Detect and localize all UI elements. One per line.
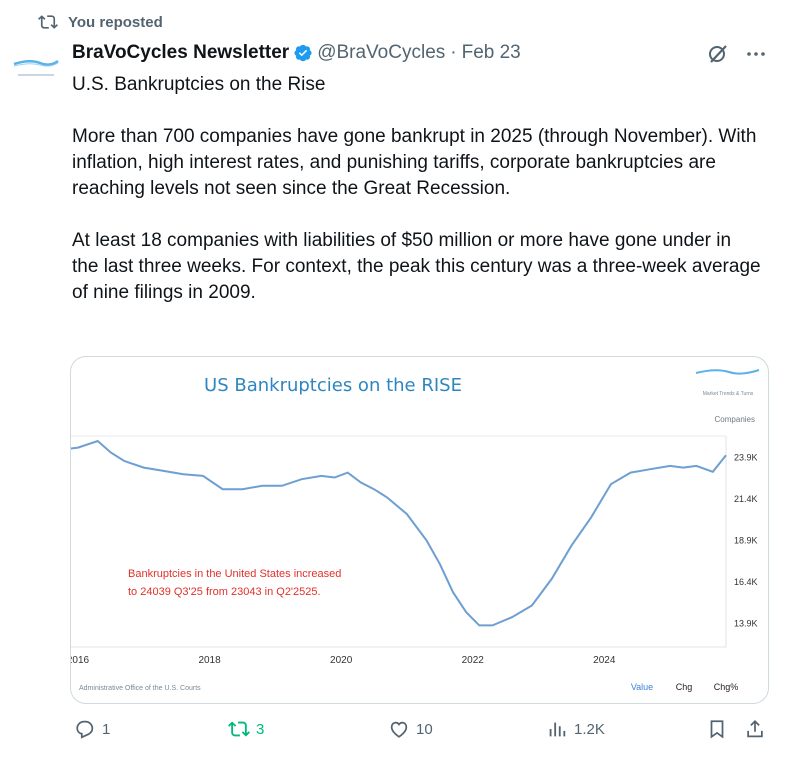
- grok-icon[interactable]: [706, 42, 730, 66]
- heart-icon: [390, 721, 408, 738]
- x-tick-label: 2016: [71, 655, 90, 666]
- avatar[interactable]: [10, 44, 62, 96]
- bankruptcy-chart: US Bankruptcies on the RISE Market Trend…: [71, 369, 760, 692]
- post-body: U.S. Bankruptcies on the Rise More than …: [72, 72, 762, 332]
- tab-chg[interactable]: Chg: [676, 682, 693, 692]
- repost-button[interactable]: 3: [228, 718, 264, 740]
- share-icon: [747, 719, 763, 738]
- chart-image-card[interactable]: US Bankruptcies on the RISE Market Trend…: [70, 356, 769, 704]
- separator-dot: ·: [450, 42, 457, 63]
- chart-source: Administrative Office of the U.S. Courts: [79, 685, 201, 692]
- repost-label: You reposted: [68, 13, 163, 31]
- x-ticks: 2016 2018 2020 2022 2024: [71, 655, 616, 666]
- y-ticks: 23.9K 21.4K 18.9K 16.4K 13.9K: [734, 453, 758, 629]
- views-icon: [549, 722, 566, 737]
- logo-text: Market Trends & Turns: [703, 391, 754, 397]
- more-options-icon[interactable]: [744, 42, 768, 66]
- share-button[interactable]: [744, 718, 772, 740]
- series-line: [71, 439, 727, 627]
- post-paragraph-3: At least 18 companies with liabilities o…: [72, 230, 761, 303]
- x-tick-label: 2020: [330, 655, 353, 666]
- y-tick-label: 23.9K: [734, 453, 758, 463]
- repost-count: 3: [256, 720, 265, 738]
- x-tick-label: 2022: [462, 655, 485, 666]
- chart-logo: Market Trends & Turns: [695, 369, 760, 397]
- reply-icon: [76, 720, 94, 739]
- views-count: 1.2K: [574, 720, 605, 738]
- verified-badge-icon: [294, 44, 312, 62]
- tab-value[interactable]: Value: [631, 682, 653, 692]
- author-name[interactable]: BraVoCycles Newsletter: [72, 42, 290, 63]
- annotation-line-1: Bankruptcies in the United States increa…: [128, 568, 341, 580]
- repost-icon: [38, 15, 58, 29]
- post-header: BraVoCycles Newsletter @BraVoCycles · Fe…: [72, 42, 521, 64]
- avatar-logo-icon: [13, 59, 59, 76]
- like-button[interactable]: 10: [388, 718, 433, 740]
- post-action-bar: 1 3 10 1.2K: [0, 718, 792, 748]
- y-unit-label: Companies: [715, 415, 755, 424]
- reply-count: 1: [102, 720, 111, 738]
- repost-indicator: You reposted: [38, 12, 163, 32]
- post-date[interactable]: Feb 23: [461, 42, 521, 63]
- bookmark-button[interactable]: [706, 718, 734, 740]
- annotation-line-2: to 24039 Q3'25 from 23043 in Q2'2525.: [128, 586, 321, 598]
- repost-icon: [228, 721, 250, 737]
- post-paragraph-1: U.S. Bankruptcies on the Rise: [72, 74, 326, 95]
- y-tick-label: 18.9K: [734, 536, 758, 546]
- views-button[interactable]: 1.2K: [546, 718, 605, 740]
- y-tick-label: 16.4K: [734, 577, 758, 587]
- x-tick-label: 2024: [593, 655, 616, 666]
- y-tick-label: 13.9K: [734, 619, 758, 629]
- post-paragraph-2: More than 700 companies have gone bankru…: [72, 126, 757, 199]
- reply-button[interactable]: 1: [74, 718, 110, 740]
- x-tick-label: 2018: [198, 655, 221, 666]
- like-count: 10: [416, 720, 433, 738]
- tab-chg-pct[interactable]: Chg%: [714, 682, 739, 692]
- y-tick-label: 21.4K: [734, 494, 758, 504]
- author-handle[interactable]: @BraVoCycles: [317, 42, 446, 63]
- chart-title: US Bankruptcies on the RISE: [204, 375, 462, 396]
- bookmark-icon: [710, 720, 724, 739]
